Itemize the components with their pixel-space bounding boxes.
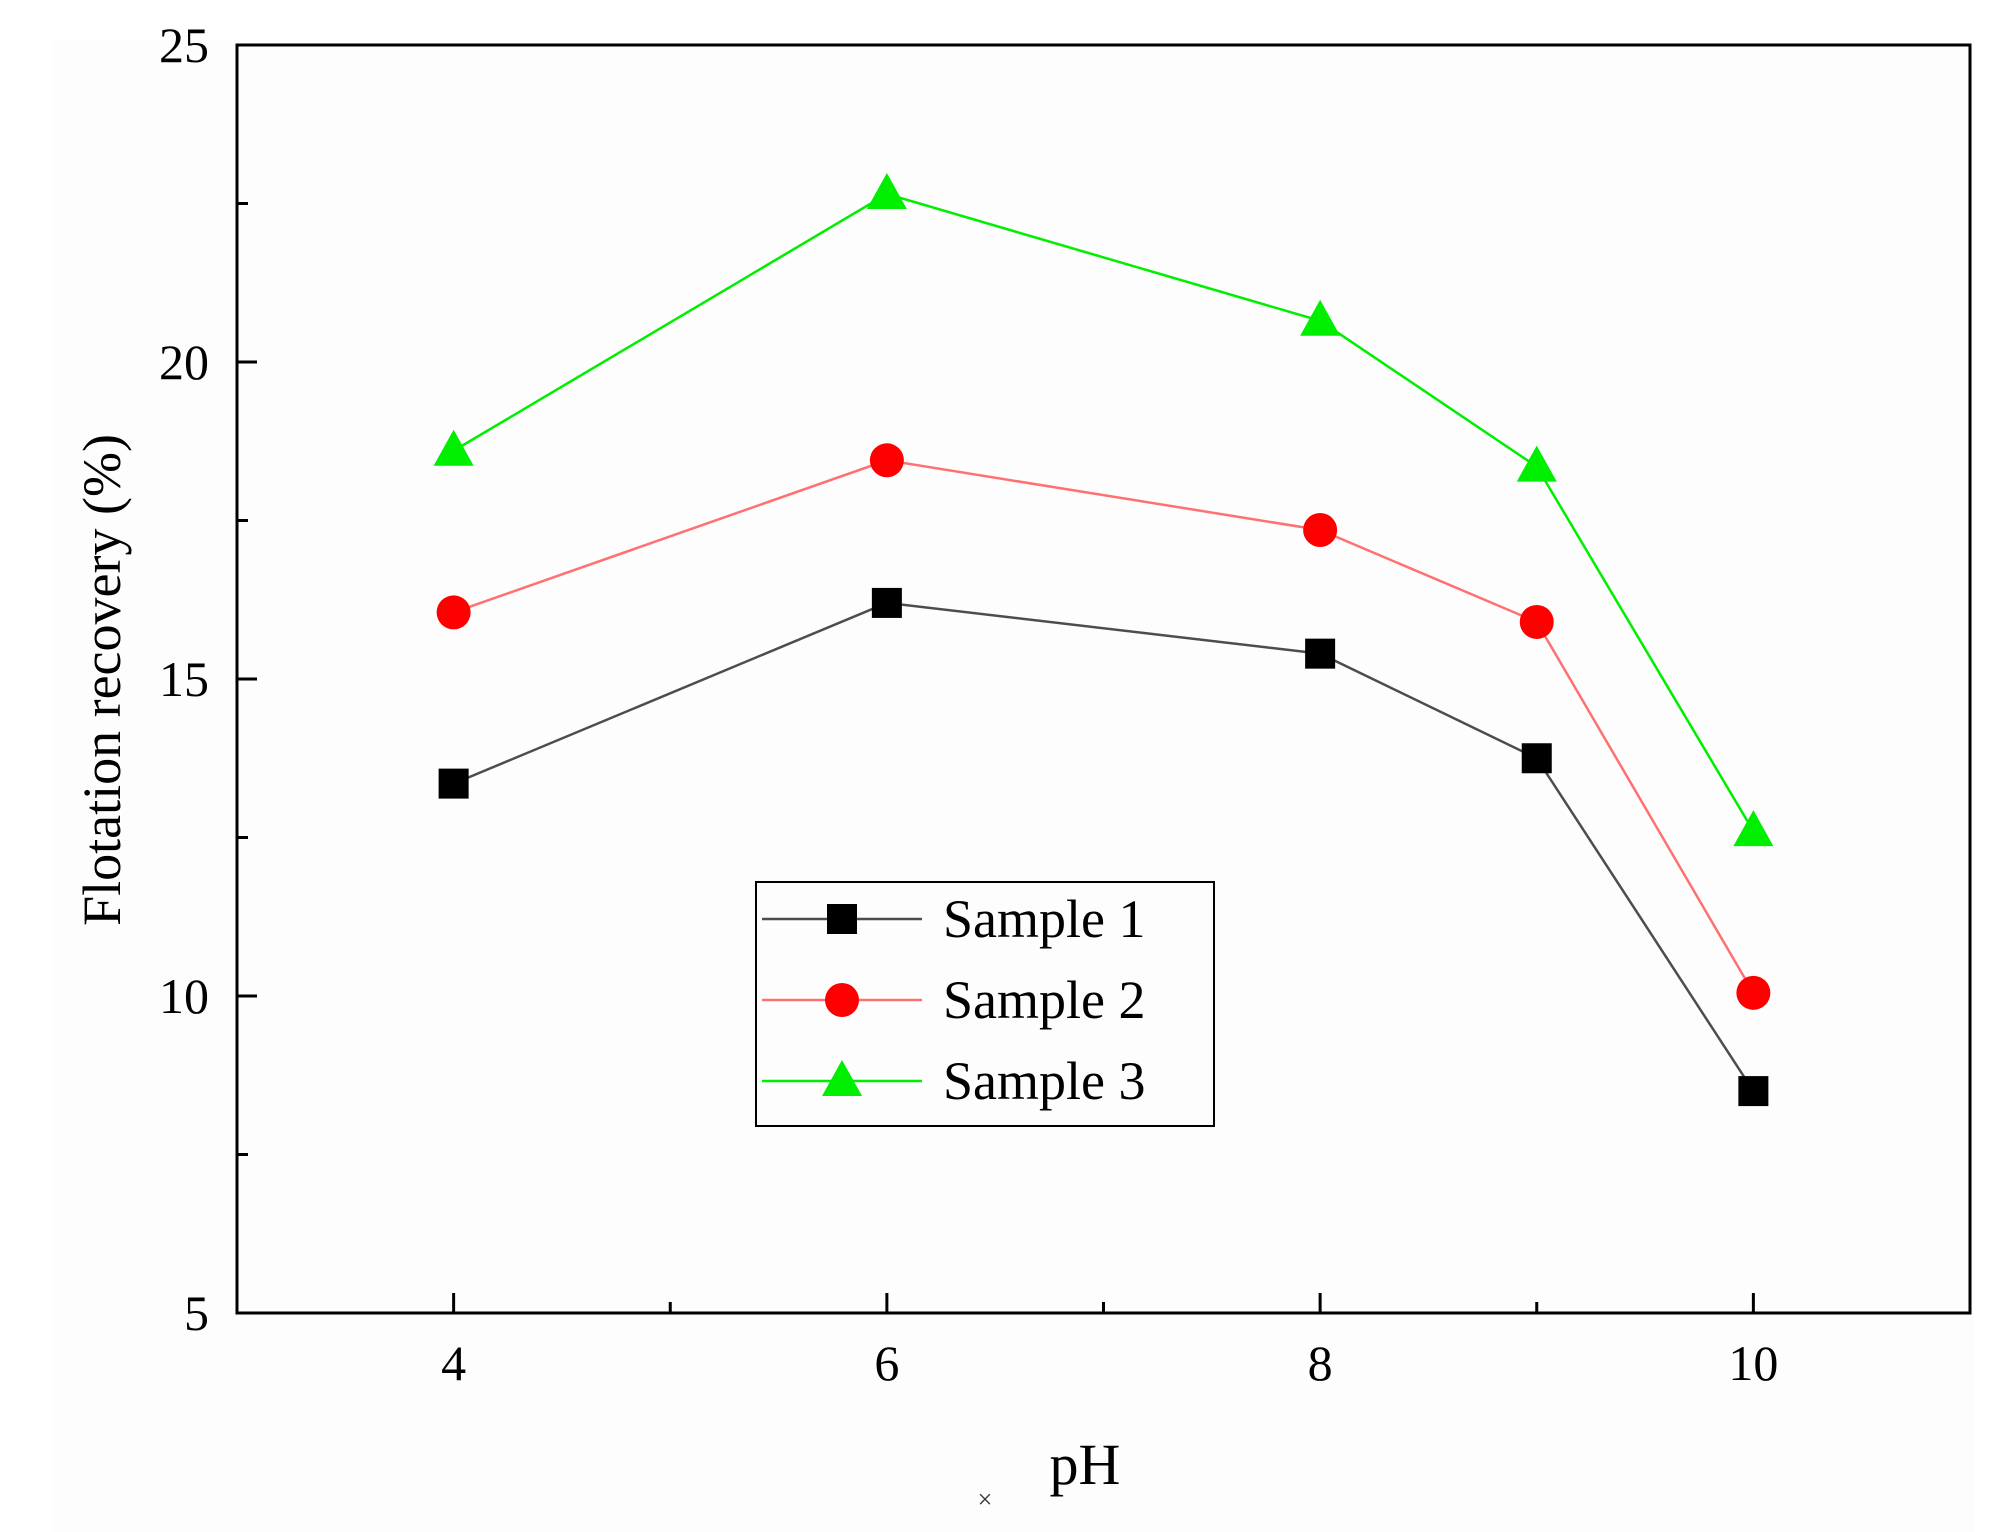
data-point bbox=[1736, 975, 1771, 1010]
x-axis-label: pH bbox=[1050, 1432, 1121, 1497]
legend-item-3: Sample 3 bbox=[762, 1051, 1145, 1111]
y-tick-label: 10 bbox=[159, 968, 209, 1024]
series-3 bbox=[433, 172, 1774, 847]
stray-mark: × bbox=[978, 1485, 993, 1514]
legend-marker bbox=[827, 904, 857, 934]
x-tick-label: 10 bbox=[1728, 1335, 1778, 1391]
data-point bbox=[866, 172, 907, 209]
y-tick-label: 25 bbox=[159, 17, 209, 73]
legend-items: Sample 1 Sample 2 Sample 3 bbox=[762, 889, 1145, 1111]
legend-marker bbox=[822, 1060, 862, 1096]
series-1 bbox=[438, 587, 1769, 1107]
x-tick-label: 8 bbox=[1308, 1335, 1333, 1391]
y-axis-label: Flotation recovery (%) bbox=[72, 434, 132, 926]
legend: Sample 1 Sample 2 Sample 3 bbox=[755, 881, 1215, 1127]
data-point bbox=[869, 443, 904, 478]
series-layer bbox=[433, 172, 1774, 1107]
figure-background bbox=[52, 40, 1974, 1532]
data-point bbox=[1521, 743, 1552, 774]
y-tick-label: 5 bbox=[184, 1285, 209, 1341]
y-tick-label: 20 bbox=[159, 334, 209, 390]
x-tick-label: 6 bbox=[874, 1335, 899, 1391]
x-axis-ticks: 4 6 8 10 bbox=[441, 1293, 1778, 1391]
legend-item-2: Sample 2 bbox=[762, 970, 1145, 1030]
y-tick-label: 15 bbox=[159, 651, 209, 707]
legend-item-1: Sample 1 bbox=[762, 889, 1145, 949]
data-point bbox=[1738, 1076, 1769, 1107]
legend-marker bbox=[825, 983, 859, 1017]
legend-label: Sample 1 bbox=[943, 889, 1145, 949]
data-point bbox=[1300, 299, 1341, 336]
data-point bbox=[1303, 513, 1338, 548]
data-point bbox=[1733, 810, 1774, 847]
data-point bbox=[438, 768, 469, 799]
data-point bbox=[1305, 638, 1336, 669]
legend-label: Sample 2 bbox=[943, 970, 1145, 1030]
data-point bbox=[1519, 604, 1554, 639]
series-2 bbox=[436, 443, 1771, 1010]
y-axis-ticks: 5 10 15 20 25 bbox=[159, 17, 257, 1341]
data-point bbox=[871, 587, 902, 618]
data-point bbox=[436, 595, 471, 630]
data-point bbox=[433, 429, 474, 466]
data-point bbox=[1516, 445, 1557, 482]
legend-label: Sample 3 bbox=[943, 1051, 1145, 1111]
x-tick-label: 4 bbox=[441, 1335, 466, 1391]
